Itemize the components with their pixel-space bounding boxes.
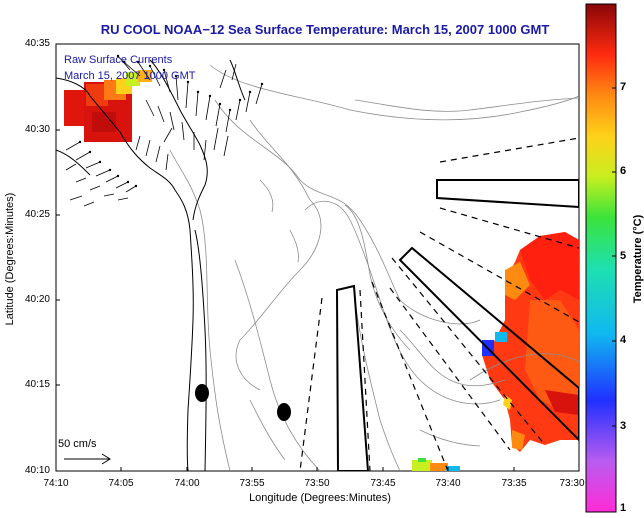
y-tick-label: 40:35 [24,38,50,49]
legend-line-1: Raw Surface Currents [64,54,173,66]
scale-arrow [64,453,111,465]
surface-current-vectors [65,55,263,207]
colorbar-ticks [612,87,616,427]
plot-title: RU COOL NOAA−12 Sea Surface Temperature:… [100,22,550,37]
station-marker [195,384,209,402]
x-tick-label: 74:10 [43,478,69,489]
coastline [56,59,246,471]
colorbar-tick-label: 3 [620,420,627,432]
axis-ticks [55,43,515,472]
y-tick-label: 40:30 [24,124,50,135]
x-tick-label: 74:00 [174,478,200,489]
y-tick-label: 40:15 [24,379,50,390]
colorbar-tick-label: 7 [620,81,627,93]
sst-patch-northwest [64,70,152,142]
vector-arrowheads [78,54,264,188]
colorbar [585,3,617,513]
survey-dashed-lines [299,137,579,471]
colorbar-label: Temperature (°C) [632,214,644,304]
x-tick-label: 74:05 [108,478,134,489]
plot-frame [55,43,580,472]
colorbar-tick-label: 5 [620,250,627,262]
colorbar-tick-label: 4 [620,334,627,346]
x-tick-label: 73:40 [435,478,461,489]
y-tick-label: 40:20 [24,294,50,305]
survey-boxes [335,179,579,471]
y-tick-label: 40:25 [24,209,50,220]
station-marker [277,403,291,421]
scale-arrow-label: 50 cm/s [58,438,97,450]
legend-line-2: March 15, 2007 1000 GMT [64,70,196,82]
x-tick-label: 73:45 [370,478,396,489]
colorbar-tick-label: 1 [620,502,627,514]
x-tick-label: 73:50 [304,478,330,489]
colorbar-tick-label: 6 [620,165,627,177]
x-axis-label: Longitude (Degrees:Minutes) [249,492,391,504]
sst-patch-south [412,458,460,471]
x-tick-label: 73:30 [559,478,585,489]
x-tick-label: 73:35 [501,478,527,489]
x-tick-label: 73:55 [239,478,265,489]
y-tick-label: 40:10 [24,465,50,476]
y-axis-label: Latitude (Degrees:Minutes) [4,192,16,326]
